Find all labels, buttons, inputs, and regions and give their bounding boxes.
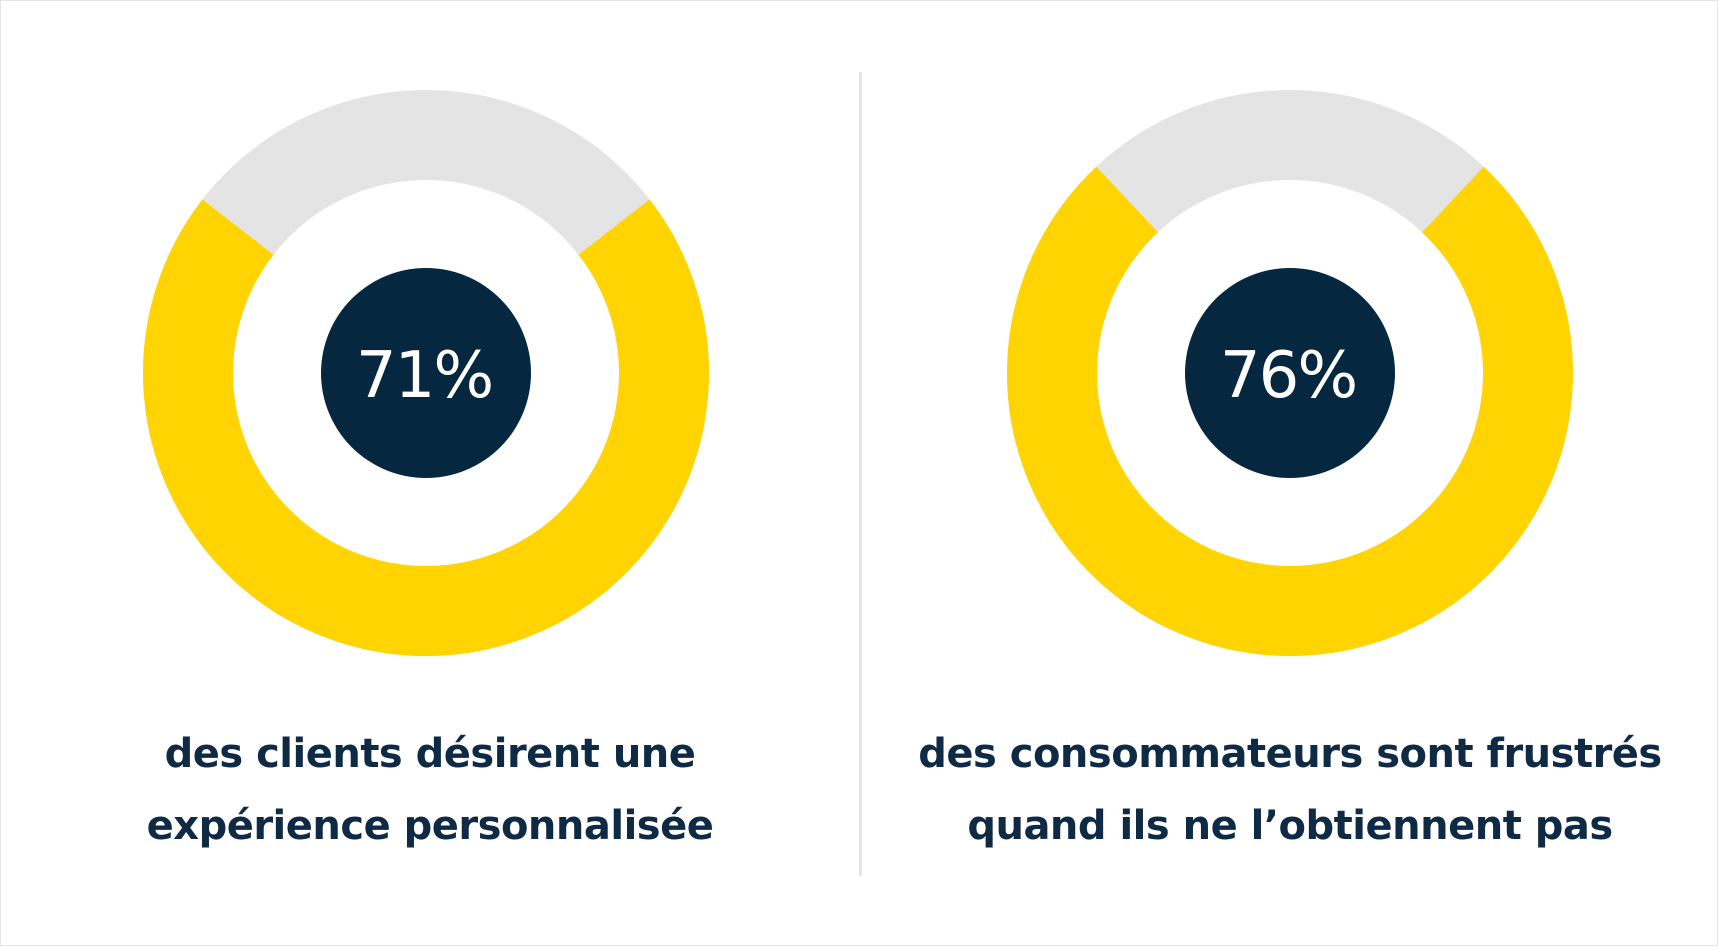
stat-panel-right: 76% des consommateurs sont frustrés quan… xyxy=(860,0,1720,948)
caption-right: des consommateurs sont frustrés quand il… xyxy=(860,718,1720,862)
caption-right-line-1: des consommateurs sont frustrés xyxy=(918,731,1662,777)
donut-chart-right: 76% xyxy=(1007,90,1573,656)
caption-left-line-1: des clients désirent une xyxy=(164,731,696,777)
caption-right-line-2: quand ils ne l’obtiennent pas xyxy=(967,803,1613,849)
center-value-right: 76% xyxy=(1220,339,1356,413)
caption-left: des clients désirent une expérience pers… xyxy=(0,718,860,862)
caption-left-line-2: expérience personnalisée xyxy=(146,803,714,849)
donut-chart-left: 71% xyxy=(143,90,709,656)
donut-value-arc-right xyxy=(1007,166,1573,656)
vertical-divider xyxy=(859,72,862,876)
center-badge-left xyxy=(321,268,531,478)
center-value-left: 71% xyxy=(356,339,492,413)
donut-value-arc-left xyxy=(143,199,709,656)
stat-panel-left: 71% des clients désirent une expérience … xyxy=(0,90,860,862)
center-badge-right xyxy=(1185,268,1395,478)
